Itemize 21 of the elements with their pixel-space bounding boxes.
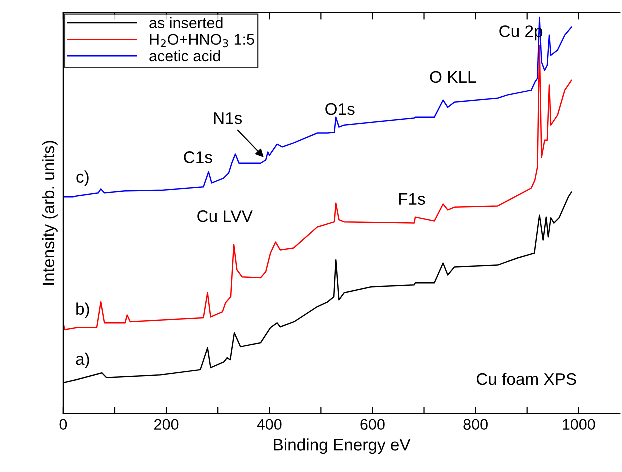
x-tick-label: 400 — [257, 419, 282, 430]
x-axis-title: Binding Energy eV — [274, 438, 411, 454]
annotation: N1s — [214, 112, 242, 124]
annotation: a) — [76, 352, 90, 368]
annotation: O1s — [326, 103, 355, 116]
annotation: c) — [76, 170, 89, 186]
annotation: Cu LVV — [198, 210, 253, 222]
annotation: C1s — [184, 152, 212, 164]
annotation: b) — [76, 302, 90, 318]
y-axis-title: Intensity (arb. units) — [42, 141, 58, 285]
legend-label: H$_{2}$O+HNO$_{3}$ 1:5 — [150, 34, 254, 48]
x-tick-label: 200 — [154, 419, 179, 430]
annotation: Cu foam XPS — [476, 373, 576, 386]
x-tick-label: 800 — [464, 419, 488, 430]
annotation: O KLL — [430, 71, 476, 84]
annotation: F1s — [399, 193, 426, 206]
x-tick-label: 600 — [360, 419, 385, 430]
x-tick-label: 1000 — [563, 419, 596, 430]
legend-label: acetic acid — [150, 50, 220, 62]
x-tick-label: 0 — [60, 419, 68, 430]
legend-label: as inserted — [150, 17, 223, 29]
